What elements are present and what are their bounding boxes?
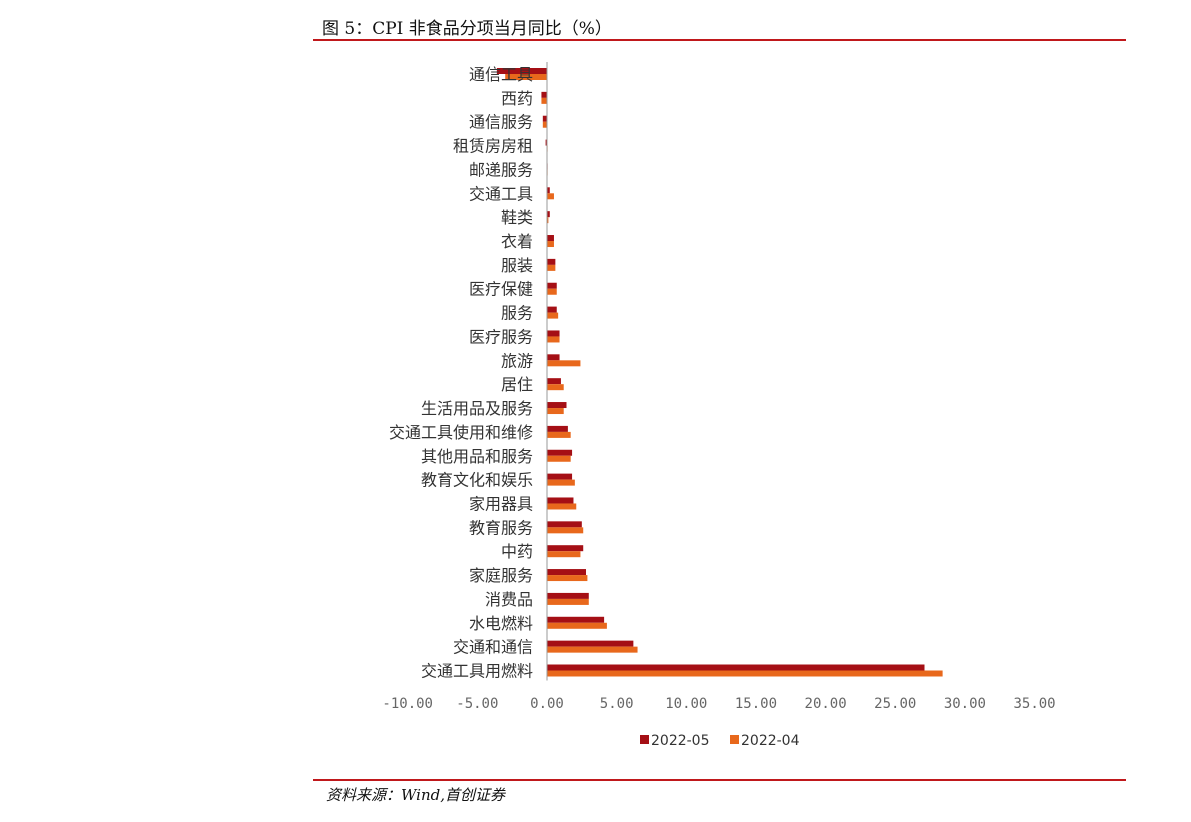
bar-2022-05-11 (547, 330, 560, 337)
category-label: 交通和通信 (453, 638, 533, 657)
bar-2022-05-7 (547, 235, 554, 242)
x-tick-label: 20.00 (805, 696, 847, 712)
category-label: 邮递服务 (469, 160, 533, 179)
category-label: 交通工具 (469, 184, 533, 203)
bar-2022-04-1 (541, 97, 547, 104)
bar-2022-04-18 (547, 503, 577, 510)
category-label: 教育文化和娱乐 (421, 471, 533, 490)
bar-2022-05-13 (547, 378, 561, 385)
legend-label: 2022-05 (651, 733, 710, 749)
legend-swatch-2022-05 (640, 735, 649, 744)
bar-2022-05-14 (547, 402, 567, 409)
legend: 2022-05 2022-04 (640, 733, 800, 749)
category-label: 家用器具 (469, 494, 533, 513)
x-tick-label: -5.00 (456, 696, 498, 712)
category-label: 交通工具用燃料 (421, 662, 533, 681)
bar-2022-04-20 (547, 551, 581, 558)
bar-2022-04-24 (547, 646, 638, 653)
category-label: 中药 (501, 542, 533, 561)
bar-2022-05-12 (547, 354, 560, 361)
bar-2022-05-20 (547, 545, 584, 552)
top-rule (313, 39, 1126, 41)
category-label: 通信工具 (469, 65, 533, 84)
category-label: 西药 (501, 89, 533, 108)
category-label: 服务 (501, 304, 533, 323)
x-tick-label: 25.00 (874, 696, 916, 712)
x-tick-label: 35.00 (1013, 696, 1055, 712)
figure-title: 图 5：CPI 非食品分项当月同比（%） (322, 19, 612, 39)
bar-2022-05-8 (547, 258, 556, 265)
bar-2022-04-11 (547, 336, 560, 343)
bar-2022-04-15 (547, 431, 571, 438)
bar-2022-05-6 (547, 211, 550, 218)
category-label: 消费品 (485, 590, 533, 609)
category-label: 租赁房房租 (453, 137, 533, 156)
bar-2022-04-22 (547, 598, 589, 605)
category-label: 鞋类 (501, 208, 533, 227)
legend-label: 2022-04 (741, 733, 800, 749)
bar-2022-05-1 (541, 91, 547, 98)
category-label: 教育服务 (469, 518, 533, 537)
bar-2022-05-2 (542, 115, 547, 122)
category-label: 通信服务 (469, 113, 533, 132)
bar-2022-05-5 (547, 187, 550, 194)
bar-2022-05-17 (547, 473, 573, 480)
bar-2022-05-16 (547, 449, 573, 456)
x-tick-label: 15.00 (735, 696, 777, 712)
bar-2022-04-9 (547, 288, 557, 295)
category-label: 家庭服务 (469, 566, 533, 585)
bar-2022-04-12 (547, 360, 581, 367)
bar-2022-04-6 (547, 217, 549, 224)
bar-2022-04-2 (542, 121, 547, 128)
bar-2022-05-15 (547, 425, 568, 432)
x-tick-label: 0.00 (530, 696, 564, 712)
bar-2022-05-23 (547, 616, 605, 623)
bar-2022-04-7 (547, 241, 554, 248)
bar-2022-05-3 (545, 139, 547, 146)
bar-2022-04-16 (547, 455, 571, 462)
bar-2022-04-14 (547, 408, 564, 415)
x-tick-label: 5.00 (600, 696, 634, 712)
bar-2022-04-5 (547, 193, 554, 200)
bar-2022-05-18 (547, 497, 574, 504)
x-tick-label: 30.00 (944, 696, 986, 712)
bar-2022-05-10 (547, 306, 557, 313)
category-label: 居住 (501, 375, 533, 394)
legend-swatch-2022-04 (730, 735, 739, 744)
category-label: 生活用品及服务 (421, 399, 533, 418)
x-tick-label: 10.00 (665, 696, 707, 712)
bar-2022-05-9 (547, 282, 557, 289)
bar-2022-04-19 (547, 527, 584, 534)
category-label: 医疗服务 (469, 327, 533, 346)
x-tick-labels: -10.00 -5.00 0.00 5.00 10.00 15.00 20.00 25.00 3… (382, 696, 1055, 712)
bar-2022-05-24 (547, 640, 634, 647)
bar-2022-04-10 (547, 312, 559, 319)
category-label: 其他用品和服务 (421, 447, 533, 466)
bar-2022-05-19 (547, 521, 582, 528)
category-label: 旅游 (501, 351, 533, 370)
bars-group (496, 68, 943, 677)
source-note: 资料来源：Wind,首创证券 (326, 786, 505, 804)
category-label: 衣着 (501, 232, 533, 251)
bar-2022-05-21 (547, 569, 587, 576)
category-label: 交通工具使用和维修 (389, 423, 533, 442)
category-labels: 通信工具西药通信服务租赁房房租邮递服务交通工具鞋类衣着服装医疗保健服务医疗服务旅… (389, 65, 533, 681)
bar-2022-05-0 (496, 68, 547, 74)
bar-2022-04-8 (547, 264, 556, 271)
category-label: 水电燃料 (469, 614, 533, 633)
bottom-rule (313, 779, 1126, 781)
category-label: 服装 (501, 256, 533, 275)
bar-2022-04-17 (547, 479, 575, 486)
x-tick-label: -10.00 (382, 696, 433, 712)
bar-2022-05-22 (547, 592, 589, 599)
bar-2022-04-13 (547, 384, 564, 391)
bar-2022-04-25 (547, 670, 943, 677)
category-label: 医疗保健 (469, 280, 533, 299)
bar-2022-04-21 (547, 575, 588, 582)
bar-2022-04-23 (547, 622, 607, 629)
bar-2022-05-25 (547, 664, 925, 671)
bar-2022-04-0 (505, 74, 547, 80)
